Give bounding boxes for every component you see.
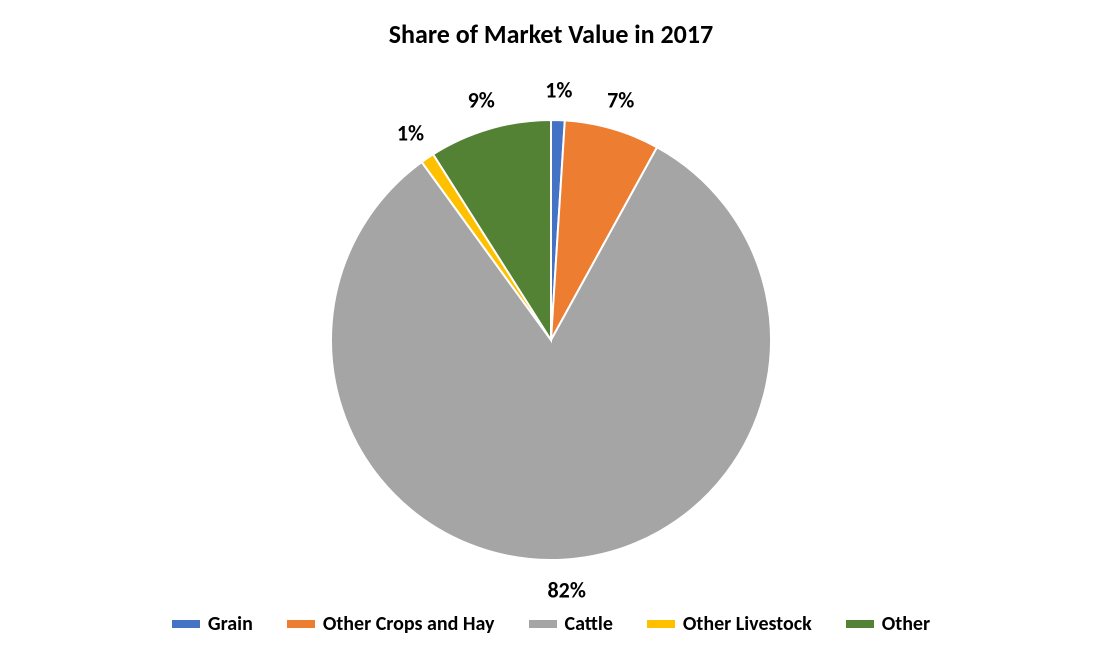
legend-item: Cattle xyxy=(529,612,613,636)
legend-item: Other xyxy=(846,612,930,636)
legend-label: Cattle xyxy=(565,612,613,636)
pie-svg xyxy=(331,120,771,560)
pie-chart xyxy=(331,120,771,560)
pie-data-label: 7% xyxy=(607,86,634,113)
legend: Grain Other Crops and Hay Cattle Other Live… xyxy=(0,612,1102,636)
legend-label: Grain xyxy=(208,612,253,636)
legend-swatch xyxy=(172,620,200,628)
legend-swatch xyxy=(647,620,675,628)
legend-label: Other Crops and Hay xyxy=(323,612,495,636)
legend-label: Other Livestock xyxy=(683,612,812,636)
legend-label: Other xyxy=(882,612,930,636)
chart-title: Share of Market Value in 2017 xyxy=(0,18,1102,50)
legend-swatch xyxy=(846,620,874,628)
legend-swatch xyxy=(529,620,557,628)
legend-item: Other Livestock xyxy=(647,612,812,636)
chart-container: Share of Market Value in 2017 Grain Other… xyxy=(0,0,1102,650)
legend-swatch xyxy=(287,620,315,628)
pie-data-label: 1% xyxy=(545,77,572,104)
legend-item: Grain xyxy=(172,612,253,636)
pie-data-label: 9% xyxy=(468,86,495,113)
legend-item: Other Crops and Hay xyxy=(287,612,495,636)
pie-data-label: 82% xyxy=(548,576,586,603)
pie-data-label: 1% xyxy=(397,120,424,147)
